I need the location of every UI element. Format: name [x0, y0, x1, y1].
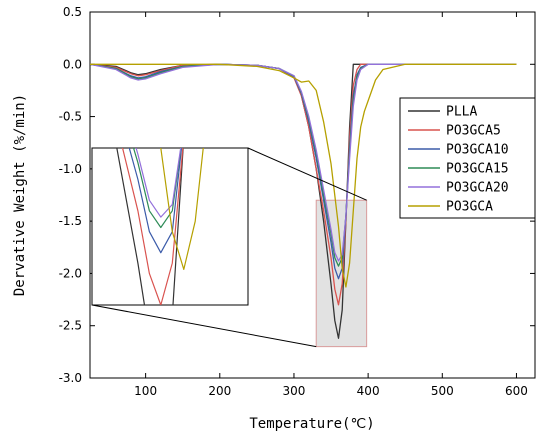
y-tick-label: 0.5 — [63, 5, 82, 19]
x-tick-label: 200 — [208, 384, 231, 398]
legend-label: PO3GCA10 — [446, 143, 509, 158]
inset-layer — [91, 147, 367, 348]
y-tick-label: 0.0 — [63, 57, 82, 71]
legend-label: PO3GCA15 — [446, 162, 509, 177]
x-tick-label: 300 — [283, 384, 306, 398]
legend-label: PO3GCA — [446, 200, 493, 215]
axes-layer: 100 200 300 400 500 600 0.5 0.0 -0.5 -1.0 -1.5 -2.0… — [59, 5, 536, 398]
x-tick-label: 400 — [357, 384, 380, 398]
legend-box — [399, 97, 536, 219]
y-tick-label: -1.0 — [59, 162, 82, 176]
x-tick-label: 600 — [505, 384, 528, 398]
y-tick-label: -1.5 — [59, 214, 82, 228]
series-line-plla — [90, 63, 517, 339]
series-line-po3gca20 — [90, 63, 517, 262]
zoom-leader-line — [91, 304, 317, 348]
x-tick-label: 500 — [431, 384, 454, 398]
y-tick-label: -0.5 — [59, 110, 82, 124]
axis-title-layer: Temperature(℃) Dervative Weight (%/min) — [12, 94, 375, 432]
zoom-leader-line — [247, 147, 367, 201]
y-axis-title: Dervative Weight (%/min) — [12, 94, 28, 296]
y-tick-label: -2.5 — [59, 319, 82, 333]
x-axis-title: Temperature(℃) — [249, 416, 374, 432]
series-line-po3gca15 — [90, 63, 517, 267]
series-line-po3gca — [90, 63, 517, 288]
inset-frame — [91, 147, 249, 306]
legend-label: PO3GCA5 — [446, 124, 501, 139]
series-line-po3gca5 — [90, 63, 517, 306]
legend-layer: PLLA PO3GCA5 PO3GCA10 PO3GCA15 PO3GCA20 PO3GC… — [399, 97, 536, 219]
y-tick-label: -3.0 — [59, 371, 82, 385]
y-tick-label: -2.0 — [59, 266, 82, 280]
legend-label: PO3GCA20 — [446, 181, 509, 196]
x-tick-label: 100 — [134, 384, 157, 398]
legend-label: PLLA — [446, 105, 477, 120]
